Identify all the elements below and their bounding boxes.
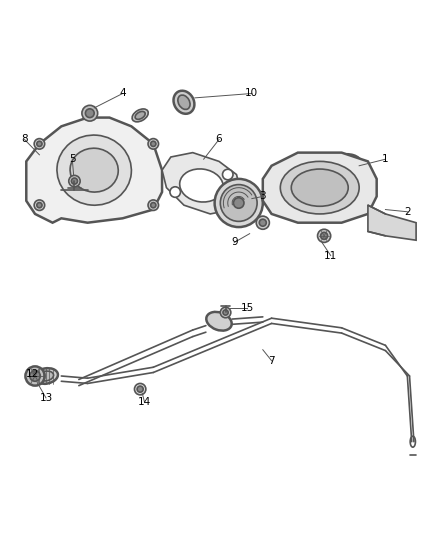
Text: 5: 5: [69, 154, 76, 164]
Circle shape: [25, 366, 45, 386]
Text: 7: 7: [268, 356, 275, 366]
Circle shape: [321, 232, 328, 239]
Circle shape: [223, 310, 228, 315]
Ellipse shape: [70, 148, 118, 192]
Circle shape: [215, 179, 263, 227]
Text: 15: 15: [241, 303, 254, 313]
Ellipse shape: [321, 154, 362, 182]
Circle shape: [223, 169, 233, 180]
Text: 14: 14: [138, 397, 151, 407]
Ellipse shape: [39, 371, 53, 381]
Circle shape: [134, 383, 146, 395]
Ellipse shape: [135, 111, 145, 119]
Polygon shape: [368, 205, 416, 240]
Ellipse shape: [280, 161, 359, 214]
Circle shape: [318, 229, 331, 243]
Text: 4: 4: [119, 88, 126, 99]
Text: 8: 8: [21, 134, 28, 144]
Circle shape: [151, 203, 156, 208]
Circle shape: [69, 175, 80, 187]
Ellipse shape: [291, 169, 348, 206]
Circle shape: [34, 139, 45, 149]
Circle shape: [37, 141, 42, 147]
Circle shape: [148, 200, 159, 211]
Ellipse shape: [34, 368, 58, 384]
Ellipse shape: [132, 109, 148, 122]
Circle shape: [82, 106, 98, 121]
Circle shape: [220, 184, 257, 221]
Ellipse shape: [206, 312, 232, 330]
Polygon shape: [263, 152, 377, 223]
Circle shape: [71, 178, 78, 184]
Ellipse shape: [173, 91, 194, 114]
Circle shape: [34, 200, 45, 211]
Text: 2: 2: [404, 207, 411, 217]
Text: 13: 13: [39, 393, 53, 403]
Ellipse shape: [328, 159, 356, 177]
Circle shape: [37, 203, 42, 208]
Circle shape: [30, 371, 40, 381]
Text: 9: 9: [231, 237, 238, 247]
Circle shape: [256, 216, 269, 229]
Ellipse shape: [178, 95, 190, 109]
Circle shape: [170, 187, 180, 197]
Text: 1: 1: [382, 154, 389, 164]
Polygon shape: [162, 152, 241, 214]
Circle shape: [259, 219, 266, 226]
Text: 12: 12: [26, 369, 39, 379]
Circle shape: [148, 139, 159, 149]
Polygon shape: [26, 118, 162, 223]
Circle shape: [85, 109, 94, 118]
Circle shape: [336, 163, 347, 173]
Text: 3: 3: [259, 191, 266, 201]
Ellipse shape: [333, 162, 350, 174]
Text: 11: 11: [324, 251, 337, 261]
Circle shape: [220, 307, 231, 318]
Text: 10: 10: [245, 88, 258, 99]
Circle shape: [151, 141, 156, 147]
Circle shape: [233, 198, 244, 208]
Ellipse shape: [57, 135, 131, 205]
Circle shape: [137, 386, 143, 392]
Text: 6: 6: [215, 134, 223, 144]
Ellipse shape: [180, 169, 223, 202]
